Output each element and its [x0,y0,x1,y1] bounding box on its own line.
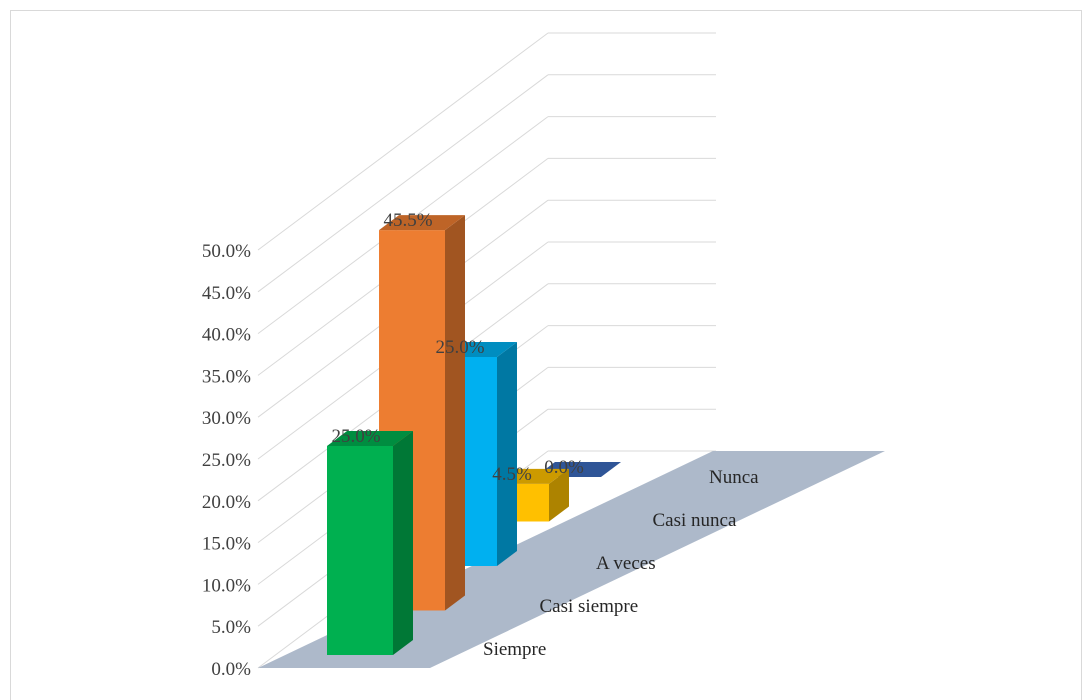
y-tick-label: 40.0% [202,325,251,346]
y-tick-label: 15.0% [202,534,251,555]
data-label: 4.5% [492,464,532,485]
data-label: 25.0% [435,337,484,358]
data-label: 45.5% [383,210,432,231]
data-labels: 0.0% 4.5% 25.0% 45.5% 25.0% [331,210,584,485]
bar-side [393,431,413,655]
category-labels: Siempre Casi siempre A veces Casi nunca Nunc… [483,467,759,660]
bar-top [327,431,413,446]
y-tick-label: 5.0% [211,617,251,638]
y-axis-ticks: 0.0% 5.0% 10.0% 15.0% 20.0% 25.0% 30.0% 35.0% 40… [202,241,251,680]
y-tick-label: 25.0% [202,450,251,471]
data-label: 25.0% [331,426,380,447]
bar-side [549,468,569,522]
category-label: A veces [596,553,656,574]
bar-side [497,342,517,566]
floor-plane [258,451,885,668]
y-tick-label: 20.0% [202,492,251,513]
data-label: 0.0% [544,457,584,478]
chart-frame [10,10,1082,700]
y-tick-label: 0.0% [211,659,251,680]
category-label: Casi nunca [653,510,737,531]
y-tick-label: 30.0% [202,408,251,429]
bars [327,215,621,655]
y-tick-label: 45.0% [202,283,251,304]
y-tick-label: 35.0% [202,366,251,387]
bar-top [379,215,465,231]
gridline-side-10 [257,32,549,251]
bar-side [445,215,465,611]
bar-front [327,446,393,655]
category-label: Nunca [709,467,759,488]
chart-floor [258,451,885,668]
y-tick-label: 10.0% [202,575,251,596]
category-label: Casi siempre [540,596,639,617]
y-tick-label: 50.0% [202,241,251,262]
category-label: Siempre [483,639,546,660]
bar-siempre [327,431,413,655]
gridline-side-9 [257,74,549,293]
